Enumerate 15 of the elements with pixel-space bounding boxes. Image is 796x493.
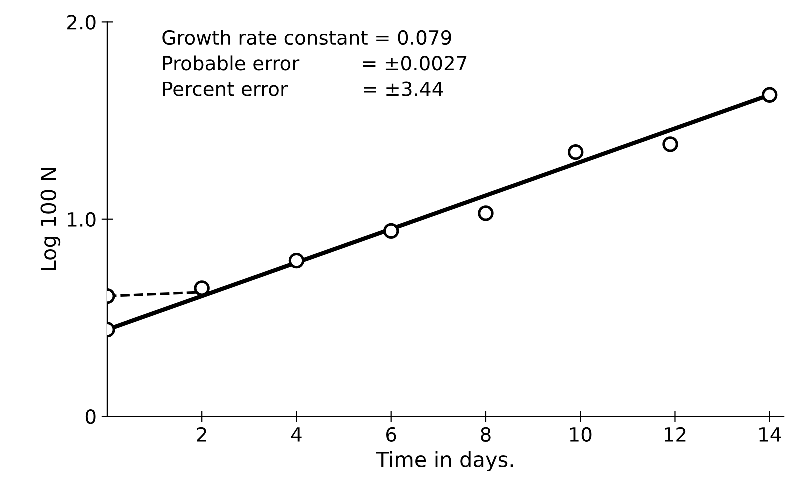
x-tick-label: 2 — [197, 427, 206, 442]
y-tick-label: 2.0 — [68, 15, 96, 30]
x-tick-label: 8 — [481, 427, 491, 442]
x-tick-label: 10 — [570, 427, 592, 442]
x-tick-label: 4 — [291, 428, 302, 442]
y-tick-label: 1.0 — [68, 212, 96, 228]
y-tick-label: 0 — [86, 410, 96, 424]
annotation: Growth rate constant = 0.079 — [162, 30, 452, 46]
annotation: Percent error = ±3.44 — [163, 82, 444, 96]
y-axis-title: Log 100 N — [40, 168, 61, 270]
x-axis-title: Time in days. — [376, 451, 514, 472]
x-tick-label: 12 — [665, 427, 686, 442]
annotation: Probable error = ±0.0027 — [163, 56, 467, 71]
x-tick-label: 6 — [386, 427, 396, 442]
x-tick-label: 14 — [760, 428, 782, 442]
